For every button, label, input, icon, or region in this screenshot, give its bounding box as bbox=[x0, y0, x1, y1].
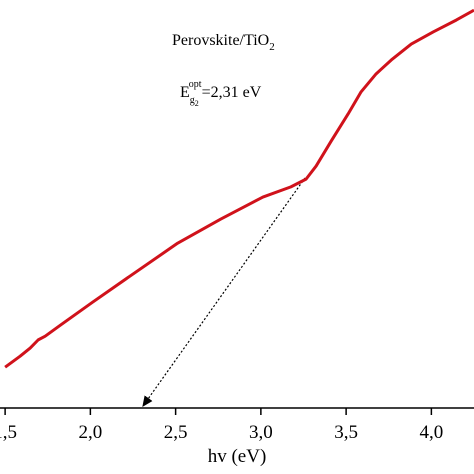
x-tick-label: 2,0 bbox=[78, 422, 102, 443]
data-line bbox=[4, 8, 474, 369]
annotation: Perovskite/TiO2 bbox=[172, 32, 275, 53]
arrow bbox=[142, 177, 306, 407]
x-tick-label: 2,5 bbox=[164, 422, 188, 443]
x-tick-label: 1,5 bbox=[0, 422, 17, 443]
x-tick-label: 3,0 bbox=[249, 422, 273, 443]
annotation: Eg2opt=2,31 eV bbox=[180, 79, 262, 108]
x-tick-label: 3,5 bbox=[334, 422, 358, 443]
x-axis-label: hv (eV) bbox=[208, 446, 267, 467]
x-tick-label: 4,0 bbox=[419, 422, 443, 443]
